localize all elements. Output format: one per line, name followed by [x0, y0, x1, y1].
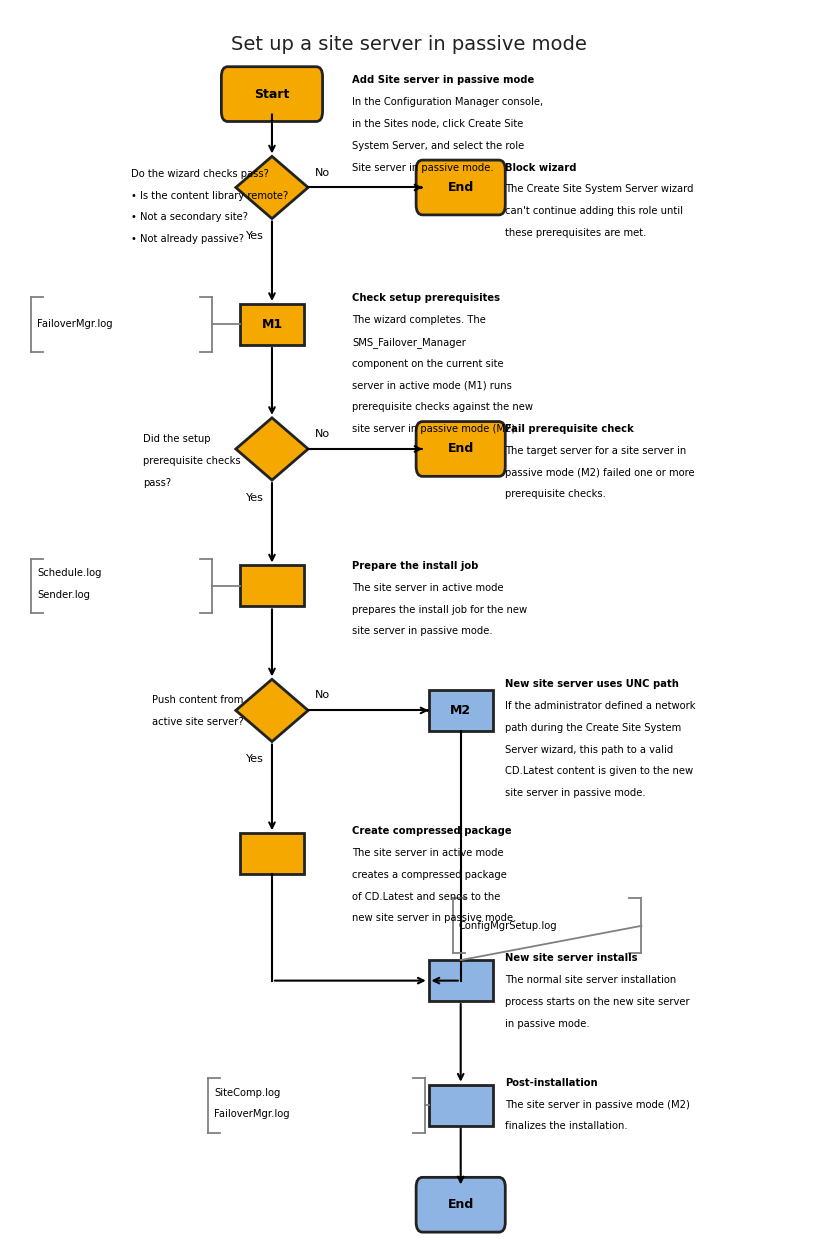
FancyBboxPatch shape	[416, 160, 505, 215]
Text: CD.Latest content is given to the new: CD.Latest content is given to the new	[505, 767, 693, 777]
Text: No: No	[315, 429, 330, 439]
Text: The normal site server installation: The normal site server installation	[505, 974, 676, 985]
Text: No: No	[315, 690, 330, 700]
Text: new site server in passive mode.: new site server in passive mode.	[352, 913, 516, 923]
FancyBboxPatch shape	[416, 422, 505, 476]
Bar	[240, 303, 304, 345]
Bar	[240, 565, 304, 607]
Text: • Not a secondary site?: • Not a secondary site?	[132, 213, 248, 223]
Text: Yes: Yes	[246, 232, 264, 240]
Text: The site server in active mode: The site server in active mode	[352, 849, 504, 859]
Text: pass?: pass?	[144, 477, 172, 487]
Text: If the administrator defined a network: If the administrator defined a network	[505, 701, 695, 711]
Text: End: End	[448, 181, 474, 194]
Text: Create compressed package: Create compressed package	[352, 826, 512, 836]
Text: System Server, and select the role: System Server, and select the role	[352, 141, 525, 151]
Text: prepares the install job for the new: prepares the install job for the new	[352, 604, 528, 614]
Text: path during the Create Site System: path during the Create Site System	[505, 723, 681, 733]
Text: M2: M2	[450, 704, 471, 716]
Text: New site server uses UNC path: New site server uses UNC path	[505, 680, 679, 690]
Text: of CD.Latest and sends to the: of CD.Latest and sends to the	[352, 891, 501, 901]
Text: New site server installs: New site server installs	[505, 953, 637, 963]
Text: SiteComp.log: SiteComp.log	[214, 1088, 280, 1098]
Text: Push content from: Push content from	[151, 695, 243, 705]
Text: can't continue adding this role until: can't continue adding this role until	[505, 206, 683, 217]
Text: active site server?: active site server?	[151, 718, 243, 728]
Text: process starts on the new site server: process starts on the new site server	[505, 997, 690, 1007]
Text: The wizard completes. The: The wizard completes. The	[352, 315, 486, 325]
Text: The site server in passive mode (M2): The site server in passive mode (M2)	[505, 1099, 690, 1109]
Text: Prepare the install job: Prepare the install job	[352, 562, 479, 572]
Text: prerequisite checks: prerequisite checks	[144, 456, 241, 466]
Text: No: No	[315, 167, 330, 178]
Text: Start: Start	[254, 88, 290, 101]
Text: SMS_Failover_Manager: SMS_Failover_Manager	[352, 337, 467, 347]
Text: End: End	[448, 1199, 474, 1211]
Text: Post-installation: Post-installation	[505, 1078, 597, 1088]
Text: Set up a site server in passive mode: Set up a site server in passive mode	[230, 35, 587, 54]
Text: In the Configuration Manager console,: In the Configuration Manager console,	[352, 97, 543, 107]
Polygon shape	[236, 680, 308, 742]
Text: Server wizard, this path to a valid: Server wizard, this path to a valid	[505, 744, 673, 754]
Bar	[429, 690, 493, 731]
Text: Yes: Yes	[246, 754, 264, 764]
Text: prerequisite checks against the new: prerequisite checks against the new	[352, 403, 534, 412]
Bar	[240, 833, 304, 874]
Text: The site server in active mode: The site server in active mode	[352, 583, 504, 593]
Bar	[429, 1084, 493, 1126]
Text: in the Sites node, click Create Site: in the Sites node, click Create Site	[352, 120, 524, 128]
Text: server in active mode (M1) runs: server in active mode (M1) runs	[352, 380, 512, 390]
Text: site server in passive mode (M2).: site server in passive mode (M2).	[352, 424, 519, 434]
Text: Schedule.log: Schedule.log	[38, 569, 102, 578]
FancyBboxPatch shape	[416, 1177, 505, 1233]
Text: FailoverMgr.log: FailoverMgr.log	[38, 320, 113, 330]
Text: site server in passive mode.: site server in passive mode.	[352, 627, 493, 636]
Text: M1: M1	[261, 319, 283, 331]
Text: finalizes the installation.: finalizes the installation.	[505, 1122, 627, 1132]
Text: The target server for a site server in: The target server for a site server in	[505, 446, 686, 456]
Text: • Is the content library remote?: • Is the content library remote?	[132, 190, 288, 200]
Text: Fail prerequisite check: Fail prerequisite check	[505, 424, 634, 434]
Text: Check setup prerequisites: Check setup prerequisites	[352, 293, 500, 303]
Text: Site server in passive mode.: Site server in passive mode.	[352, 162, 494, 172]
Text: prerequisite checks.: prerequisite checks.	[505, 490, 605, 500]
Text: Do the wizard checks pass?: Do the wizard checks pass?	[132, 169, 270, 179]
Bar	[429, 961, 493, 1001]
Text: Add Site server in passive mode: Add Site server in passive mode	[352, 76, 534, 86]
Text: Block wizard: Block wizard	[505, 162, 576, 172]
Polygon shape	[236, 418, 308, 480]
Text: Sender.log: Sender.log	[38, 590, 91, 601]
Text: ConfigMgrSetup.log: ConfigMgrSetup.log	[458, 920, 557, 930]
Polygon shape	[236, 156, 308, 219]
Text: End: End	[448, 442, 474, 456]
Text: The Create Site System Server wizard: The Create Site System Server wizard	[505, 184, 694, 194]
Text: site server in passive mode.: site server in passive mode.	[505, 788, 645, 798]
Text: Yes: Yes	[246, 492, 264, 502]
Text: creates a compressed package: creates a compressed package	[352, 870, 507, 880]
Text: FailoverMgr.log: FailoverMgr.log	[214, 1109, 290, 1119]
Text: these prerequisites are met.: these prerequisites are met.	[505, 228, 646, 238]
Text: • Not already passive?: • Not already passive?	[132, 234, 244, 244]
Text: in passive mode.: in passive mode.	[505, 1019, 590, 1029]
Text: Did the setup: Did the setup	[144, 434, 211, 444]
FancyBboxPatch shape	[221, 67, 323, 122]
Text: component on the current site: component on the current site	[352, 359, 504, 369]
Text: passive mode (M2) failed one or more: passive mode (M2) failed one or more	[505, 467, 694, 477]
